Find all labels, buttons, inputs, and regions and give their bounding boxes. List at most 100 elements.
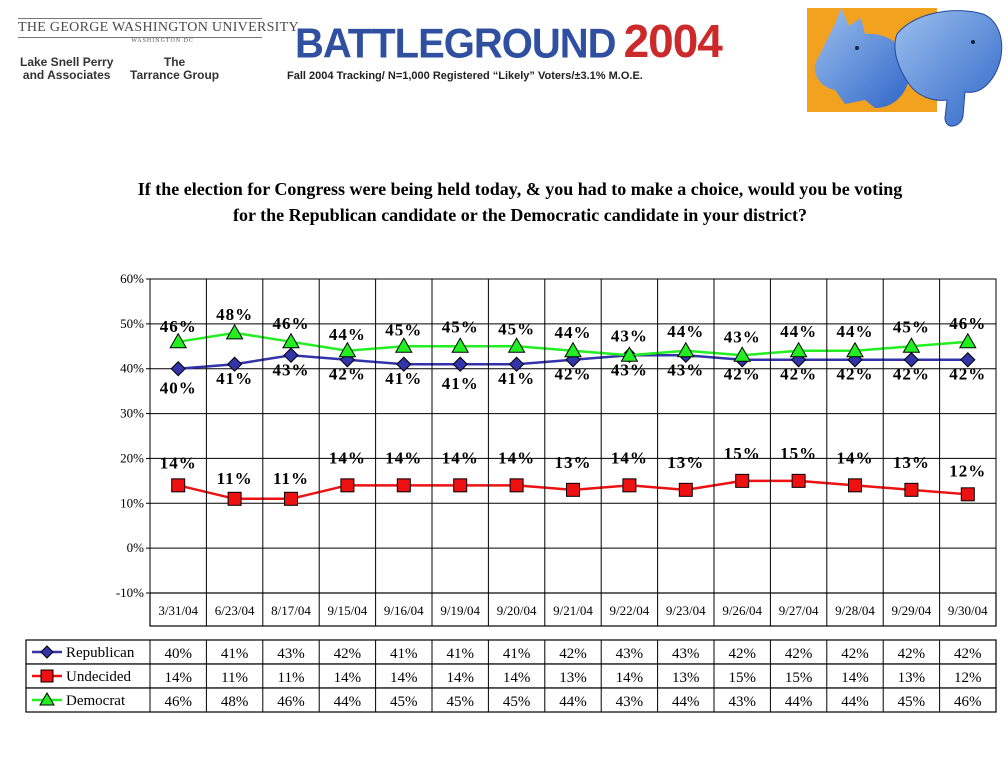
republican-table-value: 40% xyxy=(164,646,192,662)
republican-data-label: 42% xyxy=(837,365,874,384)
democrat-data-label: 44% xyxy=(837,322,874,341)
republican-table-value: 43% xyxy=(672,646,700,662)
undecided-table-value: 14% xyxy=(164,670,192,686)
republican-table-value: 41% xyxy=(446,646,474,662)
democrat-table-value: 44% xyxy=(672,694,700,710)
undecided-data-label: 15% xyxy=(724,444,761,463)
x-category-label: 9/28/04 xyxy=(835,603,875,618)
undecided-legend-name: Undecided xyxy=(66,669,131,685)
democrat-marker xyxy=(846,341,864,358)
democrat-table-value: 46% xyxy=(277,694,305,710)
undecided-marker xyxy=(848,478,862,493)
democrat-marker xyxy=(507,337,526,353)
x-category-label: 9/22/04 xyxy=(610,603,650,618)
republican-data-label: 41% xyxy=(216,369,253,388)
republican-data-label: 42% xyxy=(893,365,930,384)
undecided-data-label: 12% xyxy=(949,461,986,480)
republican-table-value: 42% xyxy=(954,646,982,662)
title-word: BATTLEGROUND xyxy=(295,20,617,68)
undecided-marker xyxy=(960,487,975,502)
undecided-data-label: 14% xyxy=(498,448,535,467)
democrat-data-label: 46% xyxy=(160,317,197,336)
democrat-marker xyxy=(564,341,582,358)
undecided-table-value: 12% xyxy=(954,670,982,686)
donkey-eye xyxy=(855,46,859,50)
undecided-data-label: 14% xyxy=(329,448,366,467)
undecided-marker xyxy=(791,473,806,488)
democrat-table-row xyxy=(25,687,997,713)
republican-marker xyxy=(508,356,525,372)
democrat-table-value: 43% xyxy=(616,694,644,710)
republican-legend-marker xyxy=(40,645,54,659)
democrat-table-value: 44% xyxy=(841,694,869,710)
undecided-table-value: 14% xyxy=(334,670,362,686)
republican-data-label: 42% xyxy=(724,365,761,384)
republican-marker xyxy=(452,356,468,372)
democrat-data-label: 45% xyxy=(498,319,535,338)
plot-area xyxy=(149,278,997,594)
undecided-marker xyxy=(566,482,580,497)
undecided-table-value: 14% xyxy=(446,670,474,686)
gwu-logo: THE GEORGE WASHINGTON UNIVERSITY WASHING… xyxy=(18,18,299,44)
republican-table-value: 41% xyxy=(221,646,249,662)
undecided-marker xyxy=(622,478,637,493)
republican-table-value: 41% xyxy=(503,646,531,662)
undecided-data-label: 13% xyxy=(555,453,592,472)
elephant-shape xyxy=(894,10,1003,127)
question-line2: for the Republican candidate or the Demo… xyxy=(233,205,807,225)
republican-data-label: 42% xyxy=(555,365,592,384)
partner-tarrance-group: The Tarrance Group xyxy=(130,56,219,82)
undecided-table-value: 14% xyxy=(841,670,869,686)
democrat-table-value: 46% xyxy=(954,694,982,710)
republican-data-label: 42% xyxy=(949,365,986,384)
democrat-table-value: 44% xyxy=(334,694,362,710)
republican-data-label: 40% xyxy=(160,379,197,398)
democrat-table-value: 45% xyxy=(390,694,418,710)
republican-marker xyxy=(960,352,976,368)
democrat-marker xyxy=(902,337,921,353)
x-category-label: 9/30/04 xyxy=(948,603,988,618)
democrat-legend-marker xyxy=(39,692,55,706)
democrat-marker xyxy=(733,346,752,362)
survey-question: If the election for Congress were being … xyxy=(40,176,1000,228)
undecided-marker xyxy=(453,478,468,493)
y-tick-label: 10% xyxy=(120,495,144,510)
republican-data-label: 43% xyxy=(273,360,310,379)
undecided-data-label: 15% xyxy=(780,444,817,463)
donkey-elephant-mascot-image xyxy=(807,8,1003,127)
partner-lake-snell-perry: Lake Snell Perry and Associates xyxy=(20,56,113,82)
republican-legend-name: Republican xyxy=(66,645,135,661)
republican-table-value: 42% xyxy=(559,646,587,662)
republican-table-value: 42% xyxy=(334,646,362,662)
partner-right-line1: The xyxy=(163,55,186,69)
y-tick-label: 40% xyxy=(120,361,144,376)
democrat-data-label: 44% xyxy=(555,323,592,342)
undecided-marker xyxy=(284,491,298,506)
democrat-marker xyxy=(958,332,977,349)
democrat-table-value: 45% xyxy=(503,694,531,710)
undecided-data-label: 14% xyxy=(611,448,648,467)
democrat-marker xyxy=(394,337,413,353)
democrat-data-label: 44% xyxy=(667,322,704,341)
y-tick-label: -10% xyxy=(116,585,144,600)
y-tick-label: 50% xyxy=(120,316,144,331)
partner-left-line2: and Associates xyxy=(22,68,111,82)
undecided-data-label: 13% xyxy=(667,453,704,472)
undecided-data-label: 14% xyxy=(160,453,197,472)
democrat-marker xyxy=(169,332,188,349)
republican-marker xyxy=(226,356,243,372)
question-line1: If the election for Congress were being … xyxy=(137,179,903,199)
y-tick-label: 30% xyxy=(120,406,144,421)
donkey-shape xyxy=(814,8,910,108)
democrat-table-value: 48% xyxy=(221,694,249,710)
undecided-marker xyxy=(678,482,693,497)
undecided-marker xyxy=(509,478,524,493)
x-category-label: 9/29/04 xyxy=(892,603,932,618)
undecided-table-value: 14% xyxy=(616,670,644,686)
y-tick-label: 0% xyxy=(127,540,145,555)
democrat-table-value: 45% xyxy=(446,694,474,710)
y-tick-label: 60% xyxy=(120,271,144,286)
democrat-marker xyxy=(676,341,695,358)
x-category-label: 9/21/04 xyxy=(553,603,593,618)
